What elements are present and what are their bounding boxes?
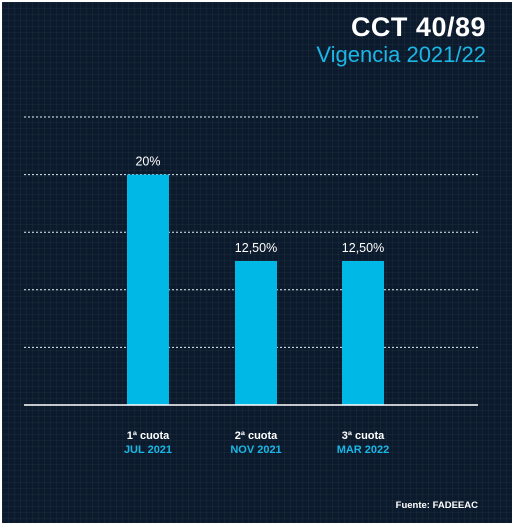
category-sublabel-3: MAR 2022 (337, 444, 390, 456)
source-note: Fuente: FADEEAC (395, 500, 478, 511)
data-label-2: 12,50% (235, 241, 277, 255)
data-label-1: 20% (135, 155, 160, 169)
chart-subtitle: Vigencia 2021/22 (316, 42, 486, 67)
category-label-3: 3ª cuota (342, 430, 385, 442)
bar-2 (235, 261, 277, 405)
data-label-3: 12,50% (342, 241, 384, 255)
category-label-1: 1ª cuota (127, 430, 170, 442)
chart-title: CCT 40/89 (350, 12, 486, 42)
bar-3 (342, 261, 384, 405)
bars (127, 174, 384, 405)
category-label-2: 2ª cuota (235, 430, 278, 442)
category-sublabel-2: NOV 2021 (230, 444, 281, 456)
category-sublabel-1: JUL 2021 (124, 444, 172, 456)
labels: 20% 1ª cuota JUL 2021 12,50% 2ª cuota NOV 202… (124, 155, 389, 456)
bar-1 (127, 174, 169, 405)
